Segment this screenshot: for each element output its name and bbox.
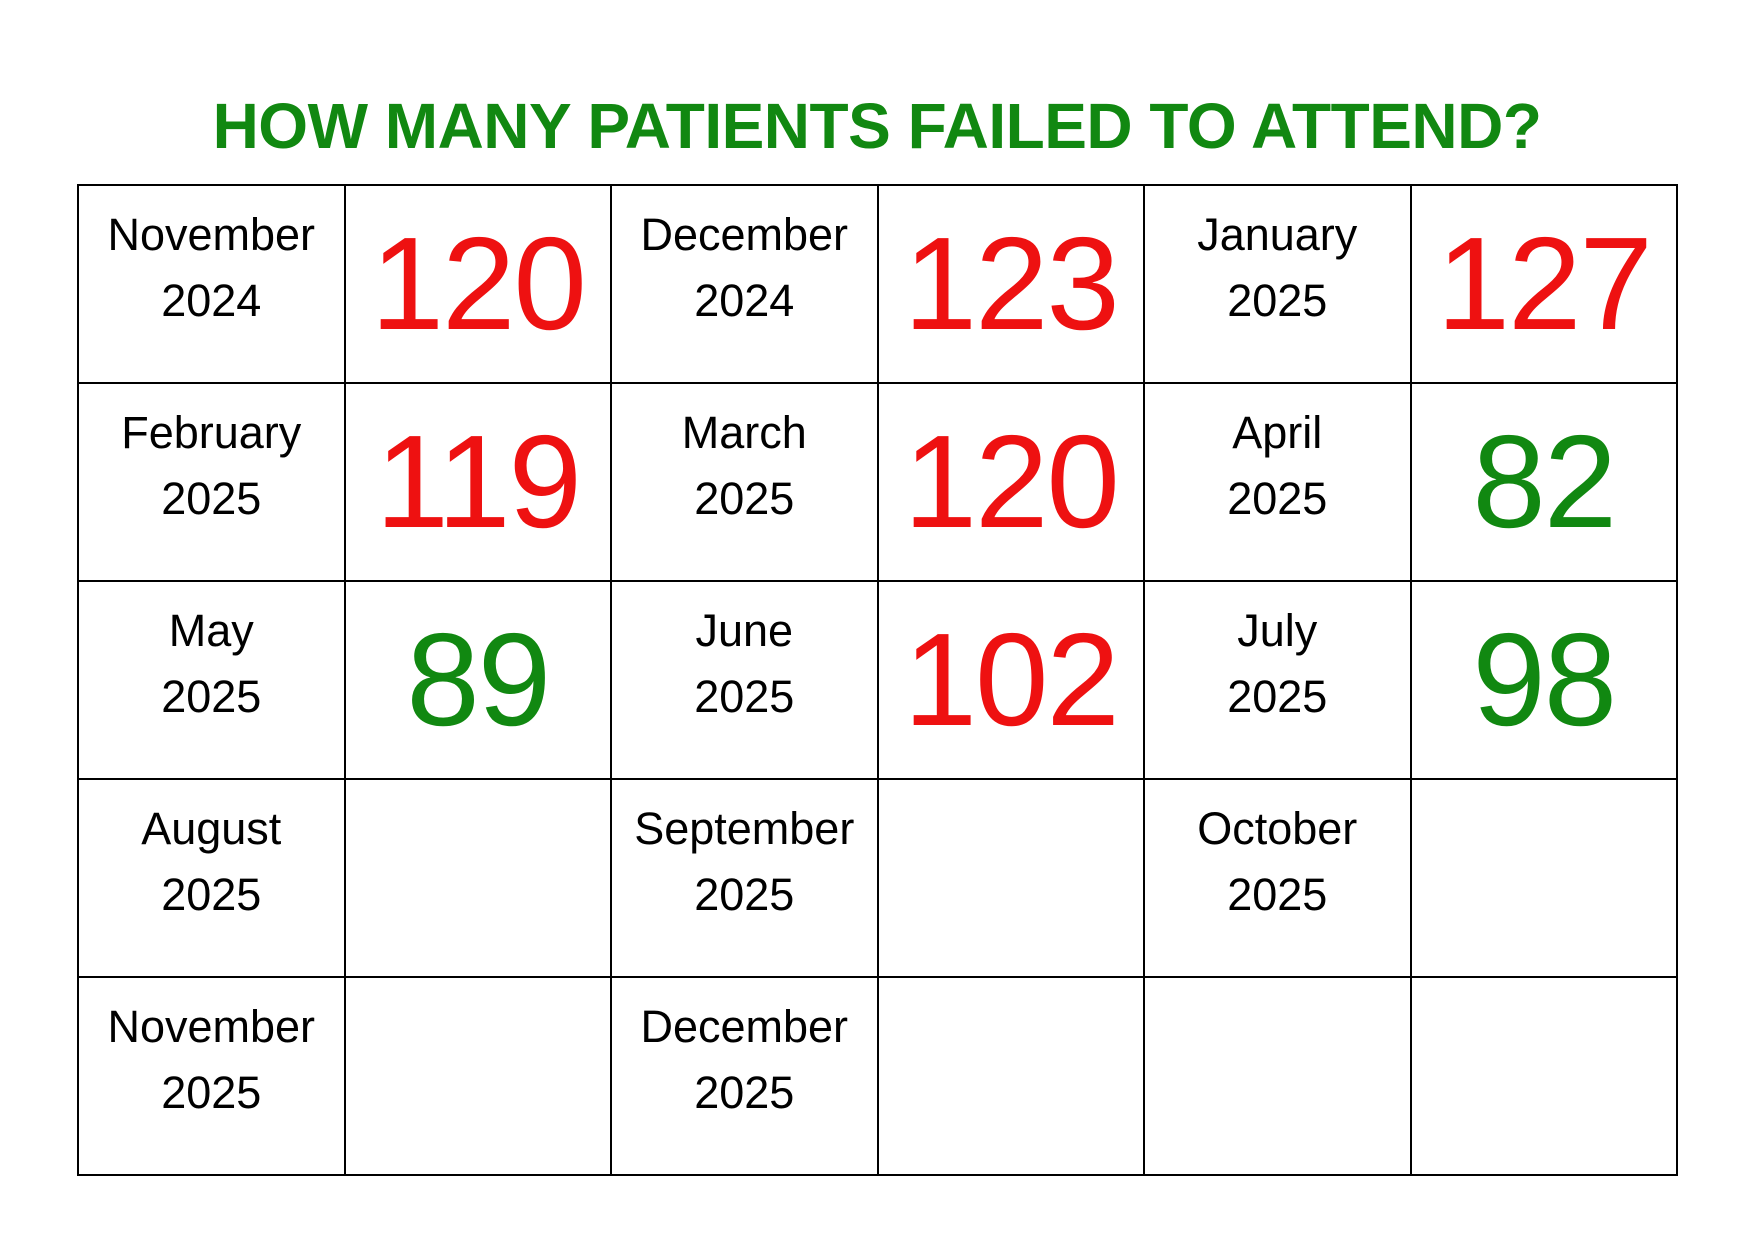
month-label-cell: October 2025 — [1143, 778, 1412, 978]
month-label: November 2025 — [79, 978, 344, 1126]
dna-count-cell: 102 — [876, 580, 1145, 780]
month-name: April — [1232, 407, 1323, 458]
month-name: December — [640, 209, 849, 260]
dna-count-value: 119 — [375, 408, 582, 555]
month-year: 2025 — [1227, 869, 1328, 920]
dna-count-value: 120 — [370, 210, 587, 357]
month-label-cell — [1143, 976, 1412, 1176]
month-label: May 2025 — [79, 582, 344, 730]
dna-count-cell: 123 — [876, 184, 1145, 384]
month-label: December 2024 — [612, 186, 877, 334]
table-row: November 2024 120 December 2024 123 January 202… — [77, 184, 1678, 384]
dna-count-cell — [343, 976, 612, 1176]
dna-count-cell: 82 — [1409, 382, 1678, 582]
month-year: 2024 — [694, 275, 795, 326]
table-row: August 2025 September 2025 October 2025 — [77, 778, 1678, 978]
month-label: June 2025 — [612, 582, 877, 730]
month-year: 2025 — [694, 671, 795, 722]
dna-count-cell — [876, 976, 1145, 1176]
page-title: HOW MANY PATIENTS FAILED TO ATTEND? — [212, 90, 1542, 162]
attendance-table: November 2024 120 December 2024 123 January 202… — [77, 184, 1678, 1176]
month-label-cell: March 2025 — [610, 382, 879, 582]
month-label-cell: January 2025 — [1143, 184, 1412, 384]
dna-count-cell — [1409, 778, 1678, 978]
table-row: November 2025 December 2025 — [77, 976, 1678, 1176]
month-label: July 2025 — [1145, 582, 1410, 730]
month-name: July — [1237, 605, 1318, 656]
month-year: 2025 — [1227, 473, 1328, 524]
month-year: 2025 — [161, 869, 262, 920]
month-name: January — [1197, 209, 1358, 260]
month-year: 2025 — [1227, 275, 1328, 326]
dna-count-cell — [1409, 976, 1678, 1176]
dna-count-cell: 89 — [343, 580, 612, 780]
month-label-cell: May 2025 — [77, 580, 346, 780]
month-year: 2025 — [694, 1067, 795, 1118]
month-year: 2025 — [161, 1067, 262, 1118]
month-label: March 2025 — [612, 384, 877, 532]
table-row: May 2025 89 June 2025 102 July 2025 98 — [77, 580, 1678, 780]
month-name: November — [107, 1001, 316, 1052]
month-name: June — [695, 605, 794, 656]
dna-count-value: 102 — [903, 606, 1120, 753]
dna-count-value: 120 — [903, 408, 1120, 555]
month-name: May — [168, 605, 254, 656]
month-label-cell: September 2025 — [610, 778, 879, 978]
dna-count-value: 89 — [406, 606, 551, 753]
month-name: September — [634, 803, 855, 854]
month-year: 2025 — [1227, 671, 1328, 722]
month-year: 2025 — [161, 671, 262, 722]
month-name: November — [107, 209, 316, 260]
dna-count-cell: 119 — [343, 382, 612, 582]
dna-count-cell — [876, 778, 1145, 978]
month-label-cell: August 2025 — [77, 778, 346, 978]
month-year: 2025 — [694, 869, 795, 920]
month-label: September 2025 — [612, 780, 877, 928]
month-year: 2025 — [694, 473, 795, 524]
dna-count-cell — [343, 778, 612, 978]
month-label-cell: July 2025 — [1143, 580, 1412, 780]
month-label: February 2025 — [79, 384, 344, 532]
month-label: December 2025 — [612, 978, 877, 1126]
month-year: 2025 — [161, 473, 262, 524]
dna-count-cell: 127 — [1409, 184, 1678, 384]
month-label: October 2025 — [1145, 780, 1410, 928]
month-label-cell: April 2025 — [1143, 382, 1412, 582]
month-label — [1145, 978, 1410, 1060]
month-label: January 2025 — [1145, 186, 1410, 334]
month-name: August — [141, 803, 282, 854]
month-name: December — [640, 1001, 849, 1052]
month-name: March — [681, 407, 807, 458]
month-label-cell: June 2025 — [610, 580, 879, 780]
table-row: February 2025 119 March 2025 120 April 2025 82 — [77, 382, 1678, 582]
month-label: August 2025 — [79, 780, 344, 928]
month-name: October — [1197, 803, 1358, 854]
month-label-cell: February 2025 — [77, 382, 346, 582]
dna-count-cell: 98 — [1409, 580, 1678, 780]
dna-count-value: 98 — [1472, 606, 1617, 753]
month-year: 2024 — [161, 275, 262, 326]
month-label-cell: December 2025 — [610, 976, 879, 1176]
dna-count-value: 123 — [903, 210, 1120, 357]
dna-count-cell: 120 — [876, 382, 1145, 582]
dna-count-value: 127 — [1436, 210, 1653, 357]
month-label: November 2024 — [79, 186, 344, 334]
month-label-cell: November 2024 — [77, 184, 346, 384]
dna-count-cell: 120 — [343, 184, 612, 384]
month-name: February — [121, 407, 302, 458]
month-label-cell: December 2024 — [610, 184, 879, 384]
month-label: April 2025 — [1145, 384, 1410, 532]
month-label-cell: November 2025 — [77, 976, 346, 1176]
dna-count-value: 82 — [1472, 408, 1617, 555]
